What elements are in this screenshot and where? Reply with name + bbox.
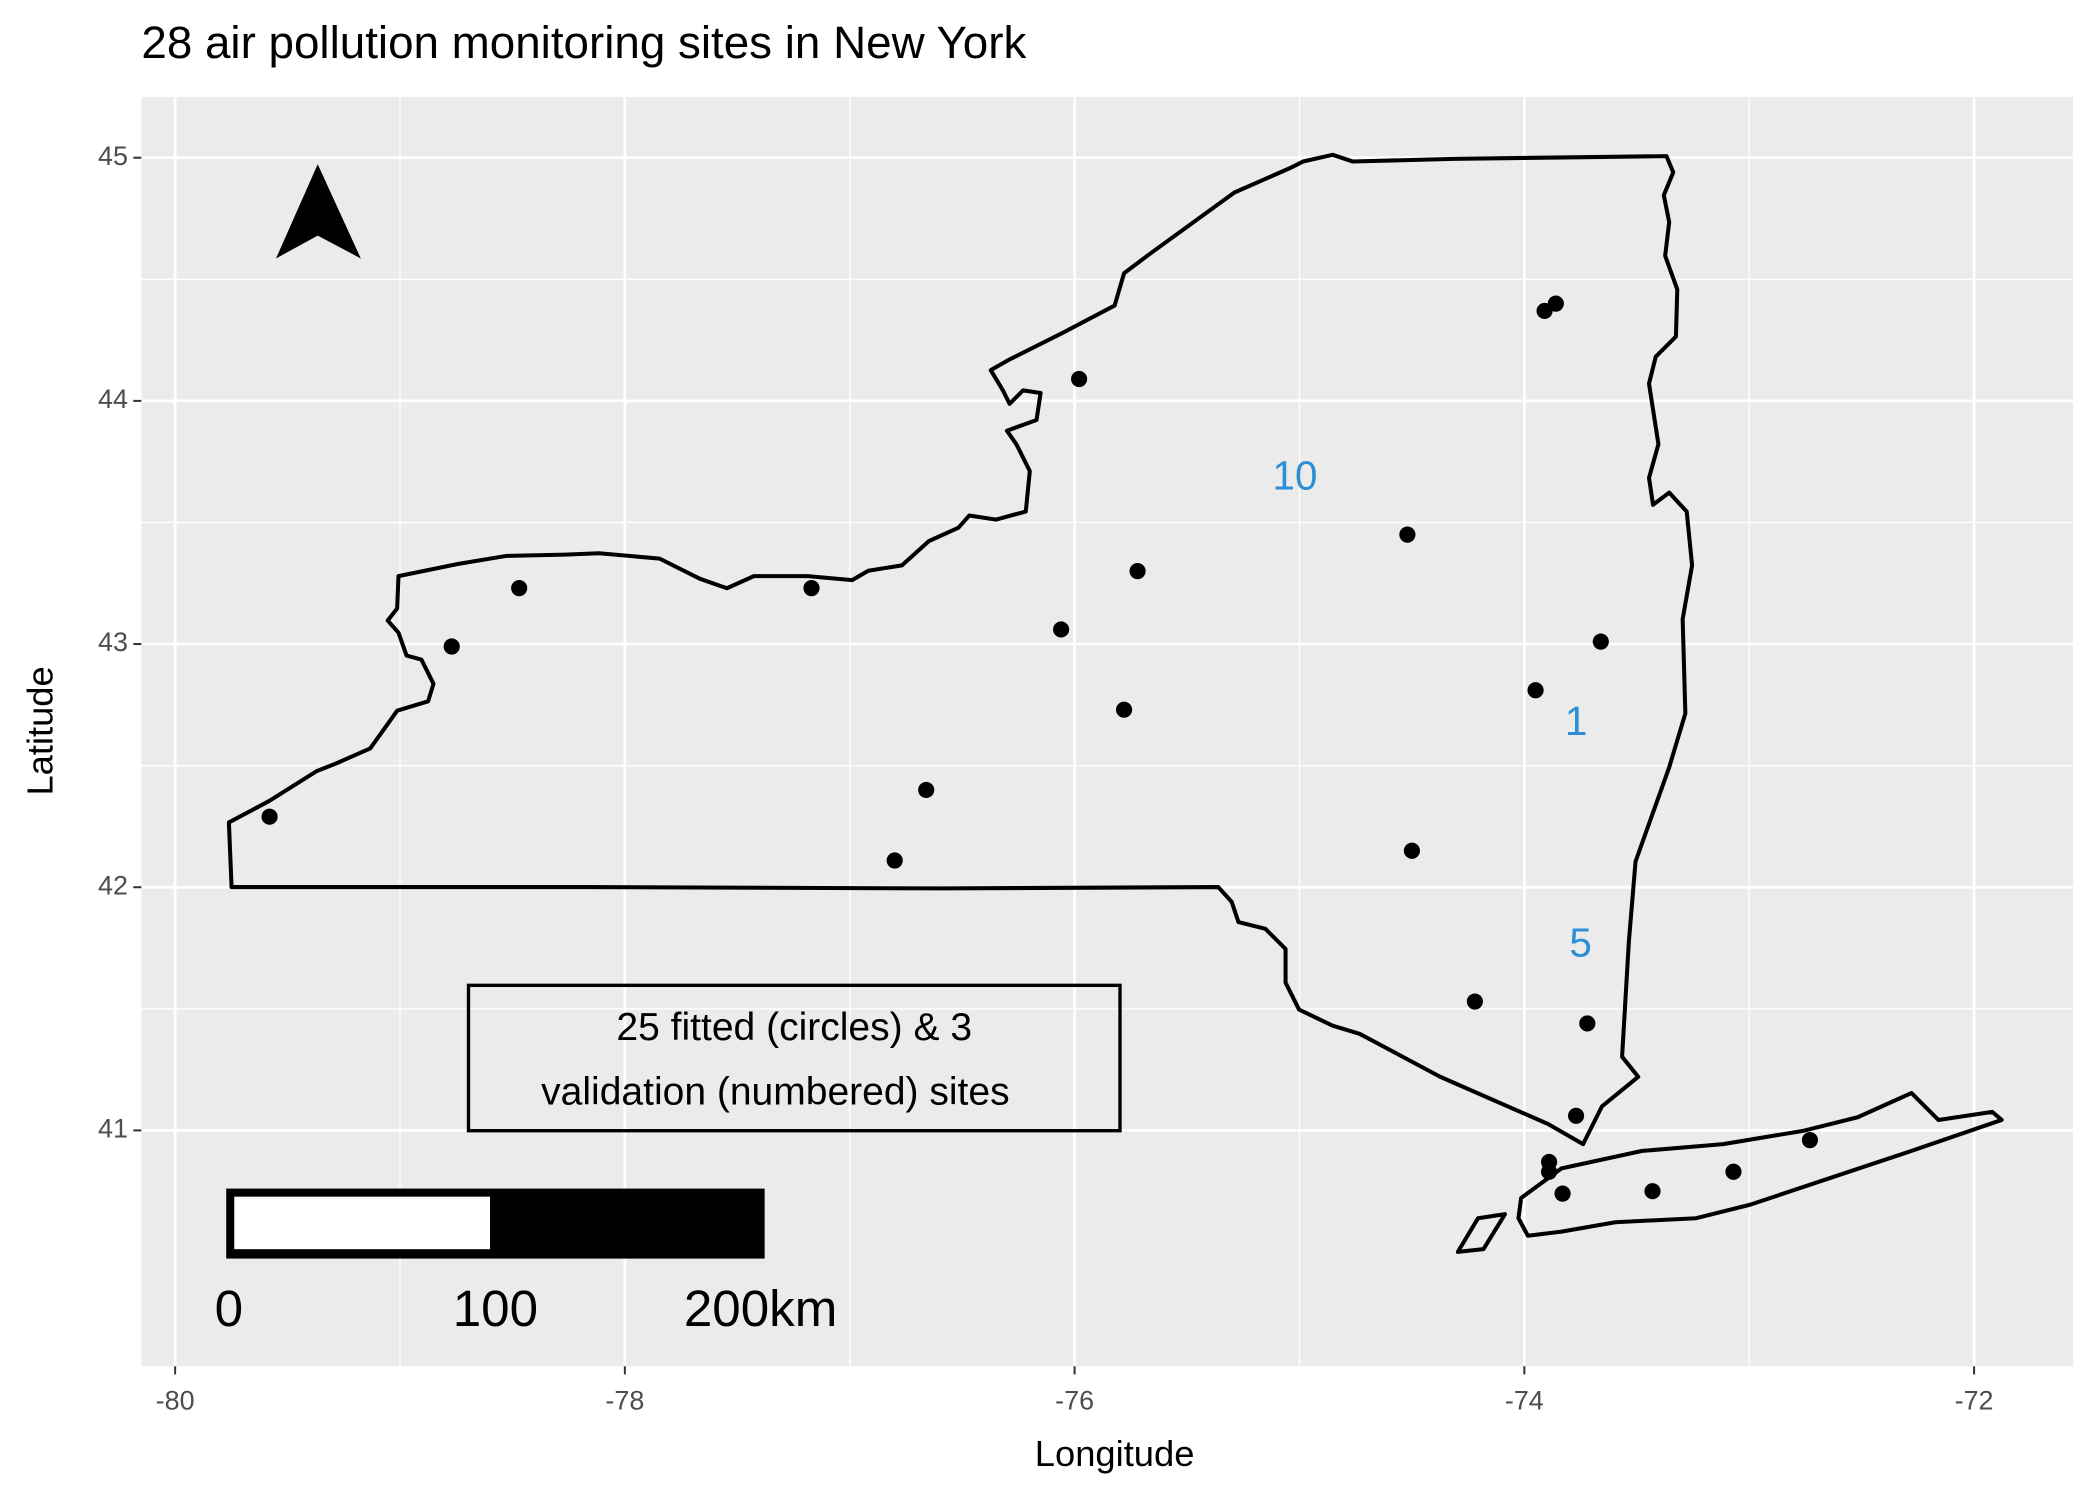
annotation-box bbox=[466, 983, 1122, 1133]
site-point bbox=[1592, 633, 1609, 650]
site-point bbox=[1541, 1163, 1558, 1180]
north-arrow bbox=[276, 164, 361, 259]
site-point bbox=[1071, 370, 1088, 388]
site-point bbox=[1644, 1183, 1661, 1200]
x-tick-label: -74 bbox=[1505, 1386, 1544, 1416]
site-point bbox=[261, 808, 278, 825]
scale-label: 0 bbox=[215, 1280, 243, 1337]
validation-label: 5 bbox=[1569, 919, 1591, 965]
site-point bbox=[1801, 1132, 1819, 1149]
x-tick-label: -76 bbox=[1055, 1386, 1094, 1416]
site-point bbox=[1115, 701, 1133, 718]
y-tick-label: 41 bbox=[98, 1114, 128, 1144]
site-point bbox=[918, 781, 935, 799]
scale-bar-segment bbox=[234, 1196, 491, 1250]
state-boundary bbox=[226, 152, 2004, 1254]
site-point bbox=[1579, 1015, 1596, 1032]
site-point bbox=[886, 852, 903, 869]
site-point bbox=[1567, 1107, 1585, 1124]
annotation: validation (numbered) sites bbox=[541, 1071, 1009, 1114]
site-point bbox=[1466, 993, 1483, 1010]
validation-label: 1 bbox=[1565, 698, 1587, 744]
x-axis-title: Longitude bbox=[1035, 1433, 1195, 1474]
panel bbox=[141, 96, 2074, 1367]
y-tick-label: 44 bbox=[98, 384, 128, 414]
site-point bbox=[803, 580, 820, 597]
y-tick-label: 42 bbox=[98, 870, 128, 900]
site-point bbox=[511, 580, 528, 597]
y-tick-label: 43 bbox=[98, 627, 128, 657]
scale-label: 200km bbox=[684, 1280, 838, 1337]
site-point bbox=[1129, 563, 1146, 580]
site-point bbox=[1536, 302, 1553, 319]
site-point bbox=[1399, 526, 1416, 543]
validation-label: 10 bbox=[1273, 452, 1318, 498]
y-axis-title: Latitude bbox=[20, 666, 61, 795]
annotation: 25 fitted (circles) & 3 bbox=[616, 1006, 972, 1049]
site-point bbox=[1725, 1163, 1742, 1180]
site-point bbox=[1053, 621, 1070, 638]
scale-label: 100 bbox=[453, 1280, 538, 1337]
site-point bbox=[1527, 682, 1544, 699]
x-tick-label: -78 bbox=[605, 1386, 644, 1416]
site-point bbox=[1403, 842, 1420, 859]
chart-title: 28 air pollution monitoring sites in New… bbox=[141, 17, 1026, 68]
site-point bbox=[1554, 1185, 1571, 1202]
y-tick-label: 45 bbox=[98, 141, 128, 171]
x-tick-label: -80 bbox=[156, 1386, 195, 1416]
x-tick-label: -72 bbox=[1955, 1386, 1994, 1416]
site-point bbox=[443, 638, 460, 655]
